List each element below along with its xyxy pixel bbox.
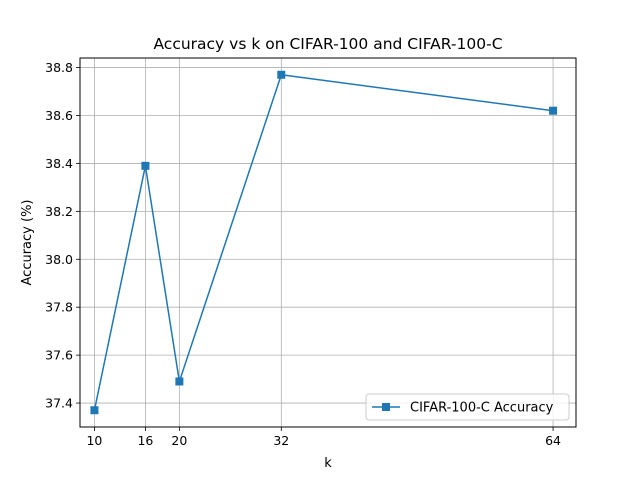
data-point-marker [175, 377, 184, 386]
legend-box [365, 393, 570, 421]
data-point-marker [277, 70, 286, 79]
y-ticks: 37.4 37.6 37.8 38.0 38.2 38.4 38.6 38.8 [45, 60, 80, 411]
series-line [93, 74, 554, 411]
legend-label: CIFAR-100-C Accuracy [410, 401, 554, 416]
data-point-marker [90, 406, 99, 415]
x-ticks: 10 16 20 32 64 [86, 427, 561, 448]
x-tick-label: 32 [273, 433, 289, 448]
data-point-marker [141, 161, 150, 170]
y-tick-label: 38.4 [45, 156, 73, 171]
chart-title: Accuracy vs k on CIFAR-100 and CIFAR-100… [153, 35, 502, 53]
y-tick-label: 37.6 [45, 348, 73, 363]
y-tick-label: 37.4 [45, 396, 73, 411]
y-tick-label: 38.6 [45, 108, 73, 123]
y-tick-label: 38.2 [45, 204, 73, 219]
x-tick-label: 20 [171, 433, 187, 448]
y-tick-label: 37.8 [45, 300, 73, 315]
series-lines [90, 70, 558, 415]
plot-frame [79, 57, 577, 428]
y-tick-label: 38.0 [45, 252, 73, 267]
y-axis-label: Accuracy (%) [20, 200, 35, 286]
x-tick-label: 16 [137, 433, 153, 448]
legend: CIFAR-100-C Accuracy [365, 393, 570, 421]
data-point-marker [549, 106, 558, 115]
y-tick-label: 38.8 [45, 60, 73, 75]
grid-lines [80, 58, 576, 427]
legend-marker [382, 403, 390, 411]
x-tick-label: 10 [86, 433, 102, 448]
x-axis-label: k [324, 456, 332, 471]
x-tick-label: 64 [545, 433, 561, 448]
